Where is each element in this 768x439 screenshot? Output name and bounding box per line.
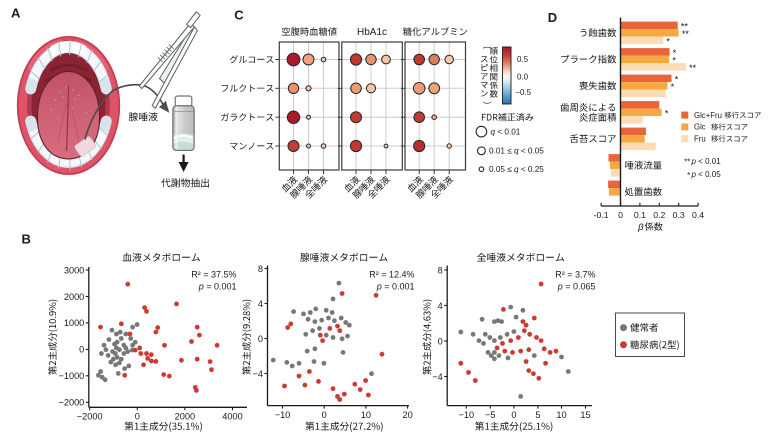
- svg-text:−0.5: −0.5: [515, 88, 531, 97]
- svg-text:*: *: [673, 48, 677, 58]
- svg-text:−5: −5: [485, 410, 495, 420]
- svg-text:−1000: −1000: [58, 371, 84, 381]
- svg-text:4: 4: [258, 299, 263, 309]
- svg-text:0.2: 0.2: [653, 210, 665, 220]
- svg-text:0: 0: [438, 336, 443, 346]
- svg-text:R² = 3.7%: R² = 3.7%: [555, 270, 595, 280]
- svg-text:0.01 ≤ q < 0.05: 0.01 ≤ q < 0.05: [489, 147, 544, 156]
- svg-text:−2000: −2000: [77, 412, 103, 422]
- svg-text:**: **: [684, 158, 690, 167]
- svg-text:A: A: [11, 6, 21, 21]
- svg-text:2000: 2000: [64, 292, 84, 302]
- svg-text:p < 0.01: p < 0.01: [691, 157, 722, 166]
- svg-text:q < 0.01: q < 0.01: [491, 128, 521, 137]
- svg-text:*: *: [675, 75, 679, 85]
- svg-text:Glc: Glc: [694, 123, 706, 132]
- svg-text:0.3: 0.3: [673, 210, 685, 220]
- svg-text:0.05 ≤ q < 0.25: 0.05 ≤ q < 0.25: [489, 165, 544, 174]
- svg-text:10: 10: [361, 410, 371, 420]
- svg-text:20: 20: [402, 410, 412, 420]
- svg-text:4000: 4000: [222, 412, 242, 422]
- svg-text:0: 0: [618, 210, 623, 220]
- svg-text:3000: 3000: [64, 265, 84, 275]
- svg-text:*: *: [687, 171, 690, 180]
- svg-text:10: 10: [556, 410, 566, 420]
- svg-text:8: 8: [258, 264, 263, 274]
- svg-text:4: 4: [438, 301, 443, 311]
- svg-text:**: **: [681, 22, 689, 32]
- svg-text:β: β: [637, 222, 644, 233]
- svg-text:0: 0: [135, 412, 140, 422]
- svg-text:0: 0: [79, 345, 84, 355]
- svg-text:5: 5: [535, 410, 540, 420]
- svg-text:p = 0.001: p = 0.001: [376, 282, 415, 292]
- svg-text:0.4: 0.4: [692, 210, 704, 220]
- svg-text:−2000: −2000: [58, 398, 84, 408]
- svg-text:15: 15: [580, 410, 590, 420]
- svg-text:0.0: 0.0: [517, 72, 529, 81]
- svg-text:C: C: [234, 7, 244, 22]
- svg-text:Glc+Fru: Glc+Fru: [694, 111, 722, 120]
- svg-text:R² = 12.4%: R² = 12.4%: [369, 270, 414, 280]
- svg-text:−10: −10: [459, 410, 475, 420]
- svg-text:*: *: [665, 109, 669, 119]
- svg-text:R² = 37.5%: R² = 37.5%: [191, 270, 236, 280]
- svg-text:B: B: [22, 232, 31, 247]
- svg-text:p = 0.001: p = 0.001: [198, 282, 237, 292]
- svg-text:p = 0.065: p = 0.065: [557, 282, 596, 292]
- svg-text:*: *: [671, 82, 675, 92]
- svg-text:2000: 2000: [175, 412, 195, 422]
- svg-text:**: **: [682, 29, 690, 39]
- svg-text:0.1: 0.1: [634, 210, 646, 220]
- svg-text:-0.1: -0.1: [594, 210, 609, 220]
- svg-text:p < 0.05: p < 0.05: [691, 170, 722, 179]
- svg-text:*: *: [666, 37, 670, 47]
- svg-text:−4: −4: [432, 372, 442, 382]
- svg-text:**: **: [689, 63, 697, 73]
- svg-text:0: 0: [322, 410, 327, 420]
- svg-text:0.5: 0.5: [517, 55, 529, 64]
- svg-text:Fru: Fru: [694, 135, 706, 144]
- svg-text:HbA1c: HbA1c: [357, 27, 387, 38]
- svg-text:−4: −4: [253, 369, 263, 379]
- svg-text:0: 0: [258, 334, 263, 344]
- svg-text:8: 8: [438, 265, 443, 275]
- svg-text:*: *: [672, 56, 676, 66]
- svg-text:−10: −10: [275, 410, 291, 420]
- svg-text:0: 0: [511, 410, 516, 420]
- svg-text:1000: 1000: [64, 318, 84, 328]
- svg-text:D: D: [548, 10, 557, 25]
